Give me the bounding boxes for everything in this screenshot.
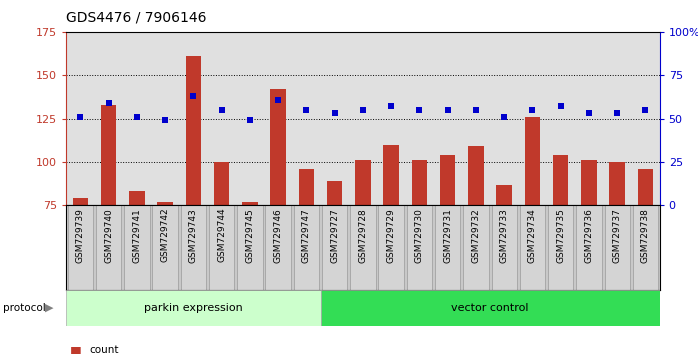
Text: GSM729746: GSM729746 <box>274 208 283 263</box>
Text: protocol: protocol <box>3 303 46 313</box>
Text: GSM729736: GSM729736 <box>584 208 593 263</box>
Bar <box>73 198 88 205</box>
Bar <box>496 184 512 205</box>
Text: GSM729747: GSM729747 <box>302 208 311 263</box>
Bar <box>633 205 658 290</box>
Bar <box>209 205 235 290</box>
Text: GSM729739: GSM729739 <box>76 208 85 263</box>
Point <box>273 97 284 102</box>
Bar <box>638 169 653 205</box>
Text: ■: ■ <box>70 344 82 354</box>
Bar <box>525 117 540 205</box>
Point <box>216 107 228 113</box>
Text: GSM729737: GSM729737 <box>613 208 622 263</box>
Bar <box>68 205 93 290</box>
Bar <box>101 105 117 205</box>
Point <box>640 107 651 113</box>
Text: GSM729744: GSM729744 <box>217 208 226 263</box>
Text: GSM729728: GSM729728 <box>359 208 367 263</box>
Text: GSM729745: GSM729745 <box>246 208 255 263</box>
Point <box>385 104 396 109</box>
Point <box>160 118 171 123</box>
Point <box>103 100 114 106</box>
Bar <box>440 155 456 205</box>
Bar <box>242 202 258 205</box>
Bar <box>520 205 545 290</box>
Text: GSM729743: GSM729743 <box>189 208 198 263</box>
Text: parkin expression: parkin expression <box>144 303 243 313</box>
Point <box>611 110 623 116</box>
Point <box>555 104 566 109</box>
Bar <box>609 162 625 205</box>
Bar <box>152 205 178 290</box>
Point <box>584 110 595 116</box>
Bar <box>355 160 371 205</box>
Point <box>442 107 453 113</box>
Text: GSM729735: GSM729735 <box>556 208 565 263</box>
Point <box>527 107 538 113</box>
Bar <box>327 181 343 205</box>
Text: vector control: vector control <box>452 303 529 313</box>
Bar <box>435 205 461 290</box>
Bar <box>214 162 230 205</box>
Bar <box>553 155 568 205</box>
Bar <box>96 205 121 290</box>
Text: GSM729727: GSM729727 <box>330 208 339 263</box>
Bar <box>299 169 314 205</box>
Text: GSM729740: GSM729740 <box>104 208 113 263</box>
Point <box>75 114 86 120</box>
Bar <box>237 205 262 290</box>
Bar <box>320 290 660 326</box>
Text: count: count <box>89 346 119 354</box>
Bar <box>181 205 206 290</box>
Point <box>357 107 369 113</box>
Text: GSM729733: GSM729733 <box>500 208 509 263</box>
Point <box>470 107 482 113</box>
Point <box>301 107 312 113</box>
Bar <box>548 205 574 290</box>
Bar <box>581 160 597 205</box>
Text: GSM729741: GSM729741 <box>133 208 142 263</box>
Bar <box>350 205 376 290</box>
Bar <box>270 89 286 205</box>
Text: GSM729729: GSM729729 <box>387 208 396 263</box>
Bar <box>124 205 149 290</box>
Bar <box>322 205 348 290</box>
Text: GSM729731: GSM729731 <box>443 208 452 263</box>
Text: ▶: ▶ <box>45 303 54 313</box>
Point <box>131 114 142 120</box>
Bar <box>186 56 201 205</box>
Bar <box>468 146 484 205</box>
Text: GSM729742: GSM729742 <box>161 208 170 263</box>
Bar <box>463 205 489 290</box>
Bar <box>412 160 427 205</box>
Point <box>498 114 510 120</box>
Bar <box>378 205 404 290</box>
Point <box>188 93 199 99</box>
Bar <box>491 205 517 290</box>
Text: GSM729738: GSM729738 <box>641 208 650 263</box>
Text: GSM729734: GSM729734 <box>528 208 537 263</box>
Bar <box>66 290 320 326</box>
Bar <box>265 205 291 290</box>
Bar <box>129 192 144 205</box>
Bar <box>158 202 173 205</box>
Point <box>414 107 425 113</box>
Bar <box>604 205 630 290</box>
Point <box>329 110 341 116</box>
Bar <box>383 144 399 205</box>
Text: GSM729730: GSM729730 <box>415 208 424 263</box>
Text: GSM729732: GSM729732 <box>471 208 480 263</box>
Bar <box>294 205 319 290</box>
Bar <box>407 205 432 290</box>
Point <box>244 118 255 123</box>
Bar <box>577 205 602 290</box>
Text: GDS4476 / 7906146: GDS4476 / 7906146 <box>66 11 207 25</box>
